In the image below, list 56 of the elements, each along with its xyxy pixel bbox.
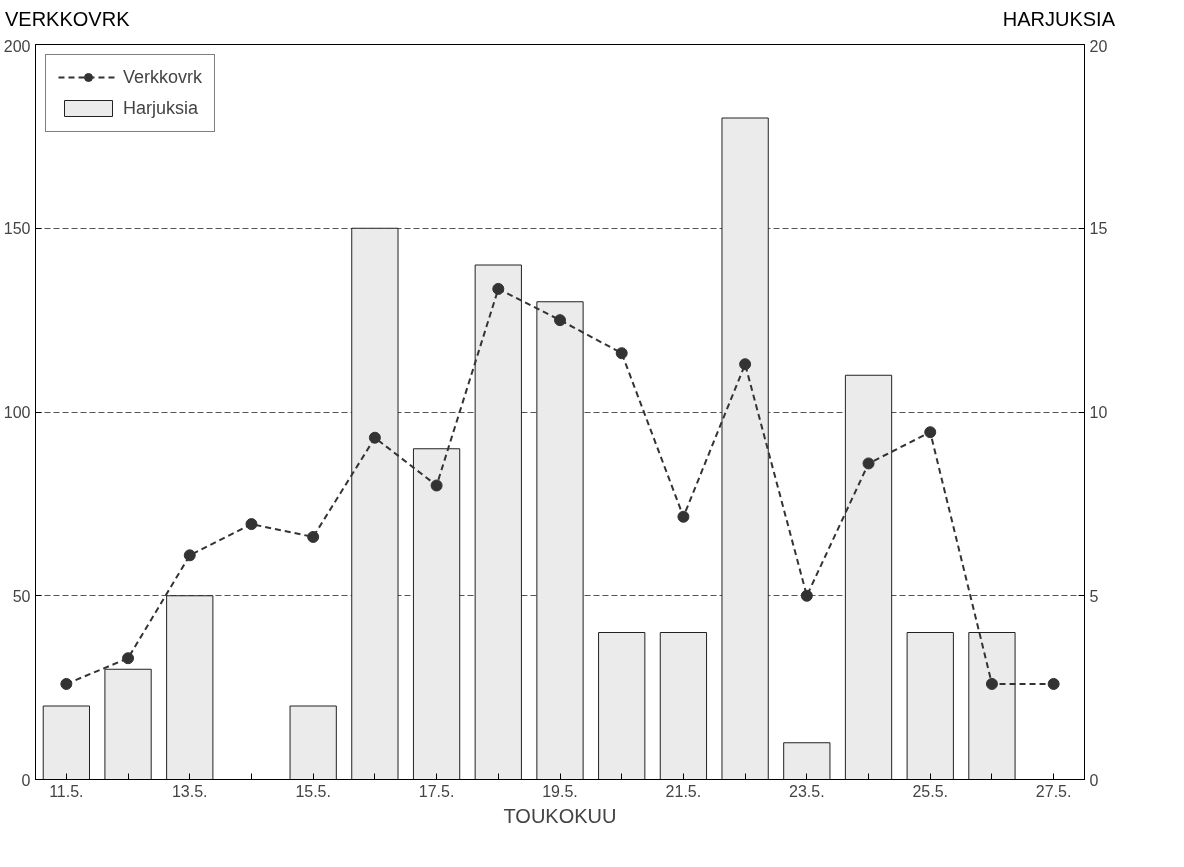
x-axis-title: TOUKOKUU xyxy=(503,804,617,827)
y2-tick-label: 10 xyxy=(1089,403,1108,421)
legend-label: Harjuksia xyxy=(123,97,199,119)
x-tick-label: 23.5. xyxy=(789,782,825,800)
bar xyxy=(166,594,214,780)
point xyxy=(615,346,628,359)
bar xyxy=(906,631,954,780)
point xyxy=(60,677,73,690)
bar xyxy=(104,668,152,780)
point xyxy=(430,479,443,492)
point xyxy=(492,282,505,295)
point xyxy=(985,677,998,690)
y-tick-label: 0 xyxy=(21,771,31,789)
legend-label: Verkkovrk xyxy=(123,66,203,88)
point xyxy=(1047,677,1060,690)
y2-tick-label: 0 xyxy=(1089,771,1099,789)
point xyxy=(677,510,690,523)
y2-axis-title: HARJUKSIA xyxy=(1002,7,1115,32)
point xyxy=(739,357,752,370)
x-tick-label: 21.5. xyxy=(665,782,702,800)
bar xyxy=(598,631,646,780)
x-tick-label: 13.5. xyxy=(171,782,208,800)
bar xyxy=(536,300,584,780)
point xyxy=(307,530,320,543)
x-tick-label: 19.5. xyxy=(542,782,578,800)
bar xyxy=(351,227,399,780)
point xyxy=(122,651,135,664)
x-tick-label: 17.5. xyxy=(418,782,455,800)
y2-tick-label: 20 xyxy=(1089,37,1108,55)
point xyxy=(368,431,381,444)
y-tick-label: 200 xyxy=(3,37,31,55)
bar xyxy=(289,705,337,780)
y-tick-label: 100 xyxy=(3,403,31,421)
bar xyxy=(412,447,461,780)
y-tick-label: 150 xyxy=(3,219,31,237)
y2-tick-label: 15 xyxy=(1089,219,1108,237)
bar xyxy=(42,705,90,780)
y2-tick-label: 5 xyxy=(1089,587,1099,605)
y-axis-title: VERKKOVRK xyxy=(5,7,130,32)
x-tick-label: 15.5. xyxy=(295,782,331,800)
bar xyxy=(721,117,769,780)
point xyxy=(183,548,196,561)
x-tick-label: 27.5. xyxy=(1035,782,1072,800)
bar xyxy=(474,264,522,780)
bar xyxy=(783,741,831,780)
bar xyxy=(968,631,1016,780)
point xyxy=(554,313,566,326)
bar xyxy=(659,631,708,780)
bar xyxy=(844,374,893,780)
point xyxy=(924,425,937,438)
x-tick-label: 25.5. xyxy=(912,782,949,800)
point xyxy=(245,517,258,530)
y-tick-label: 50 xyxy=(12,587,31,605)
point xyxy=(862,457,875,469)
point xyxy=(800,589,813,602)
x-tick-label: 11.5. xyxy=(49,782,84,800)
